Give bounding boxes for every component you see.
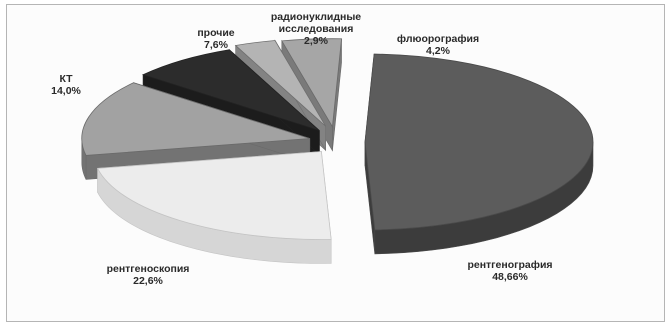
slice-label-2: рентгеноскопия 22,6% (107, 263, 190, 287)
slice-value-label: 14,0% (51, 85, 81, 97)
slice-category-label: прочие (197, 27, 234, 39)
slice-value-label: 48,66% (492, 271, 528, 283)
slice-category-label: рентгеноскопия (107, 263, 190, 275)
slice-category-label: рентгенография (467, 259, 552, 271)
slice-category-label: КТ (59, 73, 73, 85)
slice-value-label: 7,6% (204, 39, 229, 51)
slice-label-5: радионуклидные исследования 2,9% (271, 11, 361, 47)
slice-label-6: флюорография 4,2% (397, 33, 479, 57)
pie-slice-6 (281, 38, 342, 128)
slice-labels: рентгенография 48,66% рентгеноскопия 22,6% К… (51, 11, 552, 287)
slice-value-label: 22,6% (133, 275, 163, 287)
slice-category-label: исследования (279, 23, 354, 35)
slice-tops (81, 38, 594, 240)
slice-value-label: 4,2% (426, 45, 451, 57)
pie-slice-5 (234, 40, 327, 127)
slice-category-label: радионуклидные (271, 11, 361, 23)
pie-slice-4 (141, 49, 320, 131)
slice-value-label: 2,9% (304, 35, 329, 47)
slice-label-1: рентгенография 48,66% (467, 259, 552, 283)
slice-label-4: прочие 7,6% (197, 27, 234, 51)
pie-slice-3 (81, 82, 310, 156)
pie-slice-2 (96, 151, 332, 240)
slice-label-3: КТ 14,0% (51, 73, 81, 97)
slice-category-label: флюорография (397, 33, 479, 45)
pie-slice-1 (364, 53, 594, 231)
